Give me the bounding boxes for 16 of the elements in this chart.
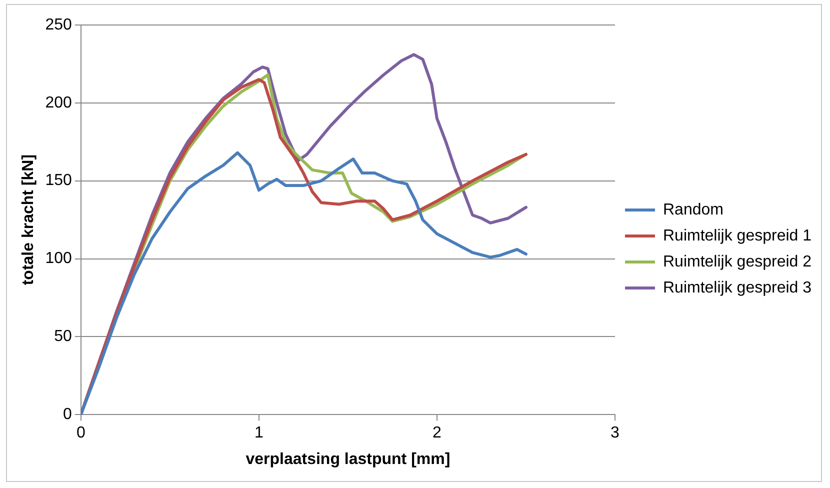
y-axis-title: totale kracht [kN]	[20, 154, 38, 286]
x-tick-label: 1	[254, 424, 264, 442]
x-tick-label: 0	[76, 424, 86, 442]
legend-label: Ruimtelijk gespreid 3	[663, 279, 812, 296]
y-tick-label: 50	[54, 328, 72, 346]
y-tick-label: 250	[45, 16, 72, 34]
y-tick-label: 0	[62, 406, 72, 424]
y-tick-label: 150	[45, 172, 72, 190]
y-tick-label: 200	[45, 94, 72, 112]
y-tick-label: 100	[45, 250, 72, 268]
x-tick-label: 3	[610, 424, 620, 442]
legend-label: Ruimtelijk gespreid 2	[663, 253, 812, 270]
x-axis-title: verplaatsing lastpunt [mm]	[246, 450, 450, 468]
x-tick-label: 2	[432, 424, 442, 442]
legend-label: Ruimtelijk gespreid 1	[663, 227, 812, 244]
legend-label: Random	[663, 201, 724, 218]
